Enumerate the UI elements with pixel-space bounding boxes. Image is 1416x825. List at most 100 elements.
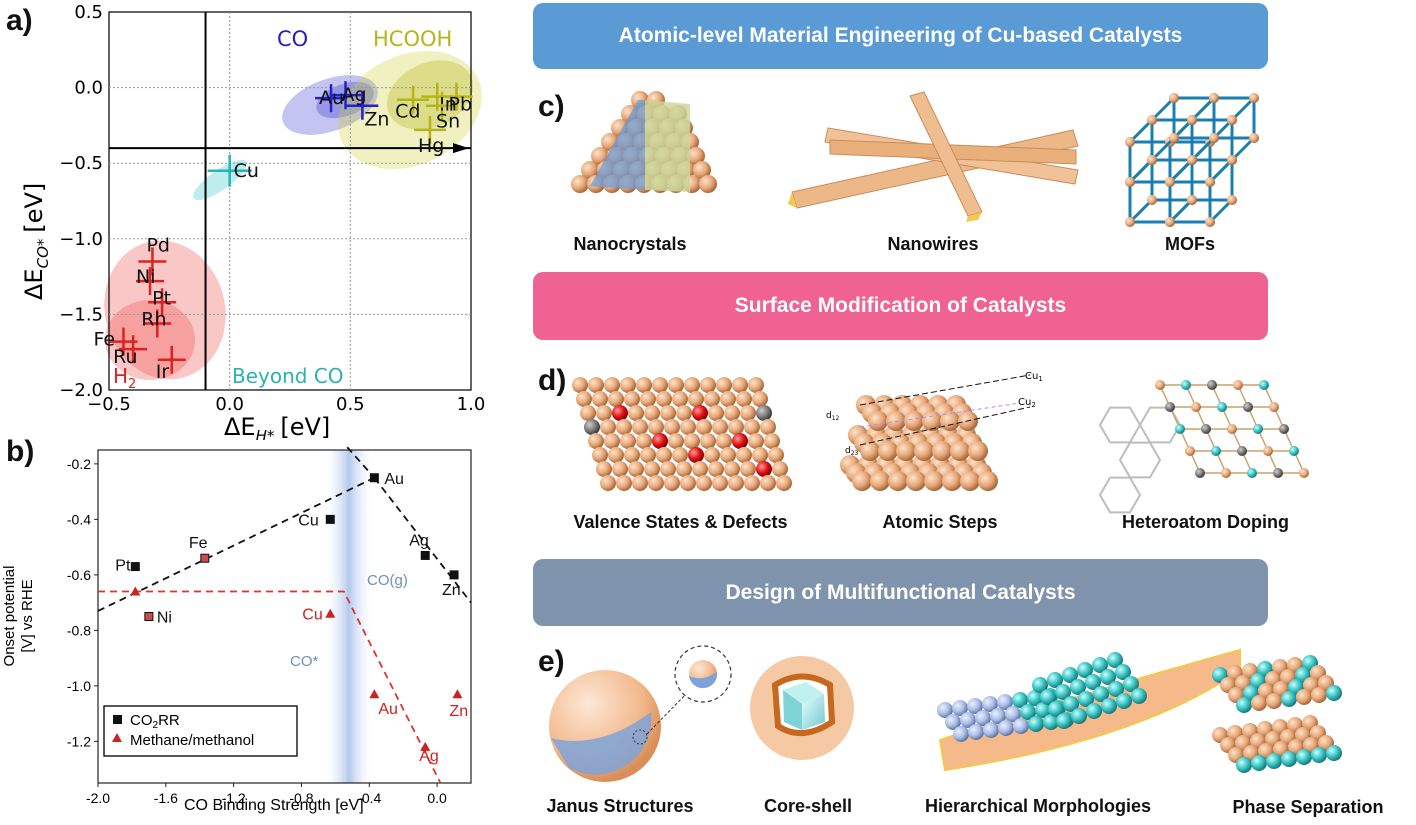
y-tick-label: 0.0 (74, 78, 103, 99)
region-label-beyond-co: Beyond CO (232, 364, 344, 388)
point-marker-in (435, 94, 440, 99)
point-label-ru: Ru (113, 346, 137, 368)
hierarchical-illustration (937, 648, 1241, 772)
legend-co2rr: CO2RR (130, 712, 180, 731)
svg-text:Onset potential[V] vs RHE: Onset potential[V] vs RHE (1, 566, 36, 667)
region-label-hcooh: HCOOH (373, 27, 452, 51)
phase-separation-illustration (1212, 655, 1342, 773)
co2rr-point-fe (200, 553, 210, 563)
caption-janus: Janus Structures (546, 796, 694, 816)
point-marker-zn (360, 103, 365, 108)
point-marker-ag (343, 93, 348, 98)
y-axis-label: ΔECO*[eV] (20, 183, 52, 300)
co2rr-point-cu (325, 514, 335, 524)
point-label-zn: Zn (364, 109, 389, 131)
co2rr-point-ag (420, 550, 430, 560)
panel-label-a: a) (6, 4, 33, 37)
y-tick-label: -0.6 (67, 567, 91, 583)
trend-lines (97, 446, 472, 784)
x-tick-label: −0.5 (87, 394, 131, 415)
point-marker-ni (148, 279, 153, 284)
valence-defects-slab (572, 377, 792, 491)
legend-square-marker (113, 715, 122, 724)
point-label-pt: Pt (152, 287, 171, 309)
trend-line-top (346, 446, 376, 479)
point-label-ag: Ag (342, 84, 367, 106)
co2rr-point-pt (130, 562, 140, 572)
panel-c-illustrations (571, 91, 1259, 227)
methane-label-ag: Ag (419, 748, 439, 765)
methane-label-zn: Zn (449, 703, 468, 720)
data-points: Pt Fe Ni Cu Au Ag Zn Cu Au Ag Zn (115, 471, 468, 765)
point-label-hg: Hg (418, 135, 444, 157)
point-marker-cu (227, 168, 232, 173)
trend-line-left (97, 476, 375, 612)
region-label-co: CO (277, 27, 308, 51)
co2rr-label-ni: Ni (157, 610, 172, 627)
point-marker-ir (169, 357, 174, 362)
point-label-cu: Cu (234, 160, 259, 182)
co2rr-point-ni (144, 612, 154, 621)
plot-frame (97, 449, 472, 784)
svg-text:Cu2: Cu2 (1018, 397, 1036, 409)
panel-e-illustrations (549, 645, 1342, 782)
caption-mofs: MOFs (1164, 234, 1215, 254)
y-tick-label: -0.8 (67, 622, 91, 638)
point-marker-rh (155, 321, 160, 326)
y-tick-label: -0.2 (67, 456, 91, 472)
caption-nanocrystals: Nanocrystals (573, 234, 687, 254)
panel-label-b: b) (6, 435, 35, 468)
banner-atomic-engineering: Atomic-level Material Engineering of Cu-… (533, 3, 1268, 69)
y-axis-label: Onset potential[V] vs RHE (1, 566, 36, 667)
x-tick-label: -2.0 (86, 790, 110, 806)
point-label-ir: Ir (156, 361, 170, 383)
co2rr-label-au: Au (384, 471, 404, 488)
co2rr-label-fe: Fe (189, 535, 208, 552)
core-shell-illustration (750, 656, 854, 760)
mof-illustration (1125, 93, 1259, 227)
panel-label-e: e) (538, 645, 565, 678)
methane-point-zn (452, 689, 463, 699)
co2rr-label-pt: Pt (115, 558, 131, 575)
y-tick-label: −1.5 (59, 304, 103, 325)
x-tick-label: -0.8 (289, 790, 313, 806)
caption-valence-defects: Valence States & Defects (573, 512, 788, 532)
co2rr-label-cu: Cu (298, 512, 318, 529)
caption-atomic-steps: Atomic Steps (882, 512, 998, 532)
nanocrystal-illustration (571, 91, 717, 193)
point-label-fe: Fe (93, 329, 115, 351)
janus-illustration (549, 645, 732, 782)
caption-heteroatom-doping: Heteroatom Doping (1121, 512, 1289, 532)
legend: CO2RR Methane/methanol (103, 705, 298, 757)
caption-hierarchical: Hierarchical Morphologies (924, 796, 1152, 816)
trend-line-right (373, 477, 472, 604)
panel-label-c: c) (538, 90, 565, 123)
y-tick-label: −2.0 (59, 380, 103, 401)
point-label-in: In (439, 94, 457, 116)
x-tick-label: 0.5 (336, 394, 365, 415)
co2rr-label-zn: Zn (442, 582, 461, 599)
methane-point-ag (420, 741, 431, 751)
svg-text:Cu1: Cu1 (1025, 371, 1043, 383)
x-tick-label: 1.0 (457, 394, 486, 415)
legend-methane: Methane/methanol (130, 732, 254, 749)
methane-label-cu: Cu (302, 607, 322, 624)
x-tick-label: -1.6 (154, 790, 178, 806)
point-label-pb: Pb (449, 94, 473, 116)
region-label-co-star: CO* (290, 653, 319, 670)
x-tick-label: -1.2 (222, 790, 246, 806)
co2rr-label-ag: Ag (409, 532, 429, 549)
plot-frame (108, 11, 472, 391)
x-tick-label: 0.0 (427, 790, 447, 806)
x-tick-label: -0.4 (357, 790, 381, 806)
point-marker-cd (411, 97, 416, 102)
y-tick-label: -1.0 (67, 678, 91, 694)
point-marker-fe (121, 339, 126, 344)
panel-label-d: d) (538, 364, 567, 397)
point-marker-pd (150, 259, 155, 264)
caption-phase-separation: Phase Separation (1232, 797, 1384, 817)
x-axis-label: CO Binding Strength [eV] (184, 797, 364, 814)
point-label-sn: Sn (436, 111, 460, 133)
y-tick-label: 0.5 (74, 2, 103, 23)
chart-b: -2.0 -1.6 -1.2 -0.8 -0.4 0.0 -0.2 -0.4 -0.6 -0.8 -… (1, 446, 472, 814)
